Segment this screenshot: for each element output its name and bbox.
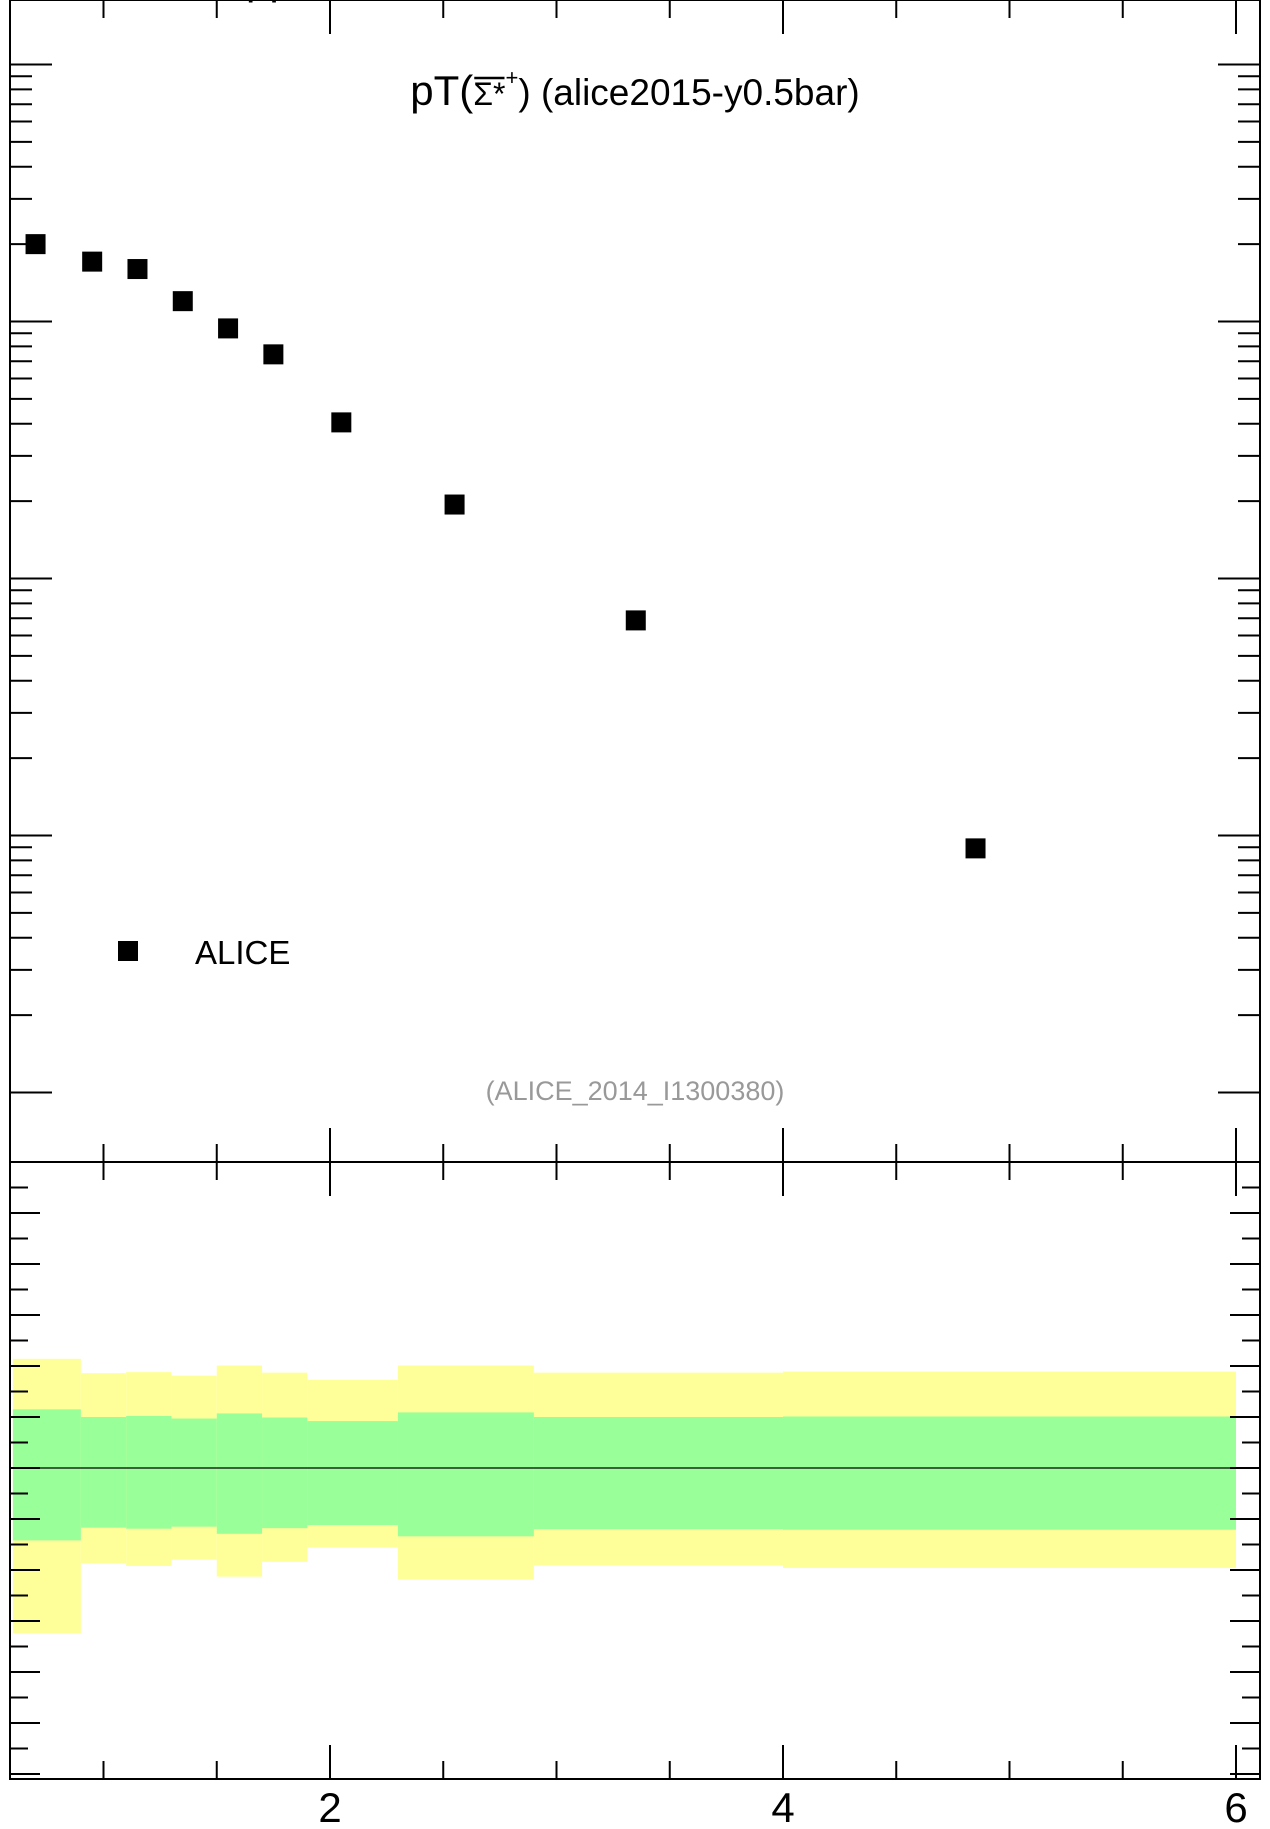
data-markers — [25, 234, 986, 859]
reference-label: (ALICE_2014_I1300380) — [486, 1076, 785, 1106]
inner-uncertainty-band — [262, 1417, 308, 1529]
legend-marker — [118, 941, 138, 961]
data-point — [263, 344, 284, 365]
data-point — [444, 494, 465, 515]
data-point — [218, 318, 239, 339]
plot-title: pT(Σ*+) (alice2015-y0.5bar) — [410, 65, 859, 114]
inner-uncertainty-band — [12, 1409, 81, 1541]
title-particle: Σ* — [473, 76, 505, 112]
title-suffix: ) (alice2015-y0.5bar) — [518, 72, 859, 113]
inner-uncertainty-band — [216, 1413, 263, 1534]
data-point — [25, 234, 46, 255]
main-plot-frame — [9, 0, 1261, 1163]
data-point — [172, 291, 193, 312]
header-fragment: pp — [246, 0, 293, 3]
data-point — [965, 838, 986, 859]
x-tick-label: 6 — [1224, 1784, 1247, 1829]
title-prefix: pT( — [410, 67, 473, 114]
x-tick-label: 4 — [771, 1784, 794, 1829]
x-tick-label: 2 — [318, 1784, 341, 1829]
data-point — [127, 259, 148, 280]
inner-uncertainty-band — [783, 1416, 1236, 1530]
inner-uncertainty-band — [126, 1415, 172, 1529]
data-point — [625, 610, 646, 631]
ratio-plot-frame — [9, 1161, 1261, 1780]
inner-uncertainty-band — [397, 1412, 534, 1537]
title-superscript: + — [505, 65, 518, 90]
ratio-axis-ticks — [10, 1162, 1260, 1779]
data-point — [331, 412, 352, 433]
main-axis-ticks — [10, 0, 1260, 1162]
inner-uncertainty-band — [80, 1417, 127, 1528]
inner-uncertainty-band — [533, 1417, 783, 1530]
ratio-bands — [12, 1358, 1236, 1634]
data-point — [82, 251, 103, 272]
legend-label: ALICE — [195, 934, 290, 971]
inner-uncertainty-band — [171, 1418, 217, 1527]
inner-uncertainty-band — [307, 1421, 398, 1526]
